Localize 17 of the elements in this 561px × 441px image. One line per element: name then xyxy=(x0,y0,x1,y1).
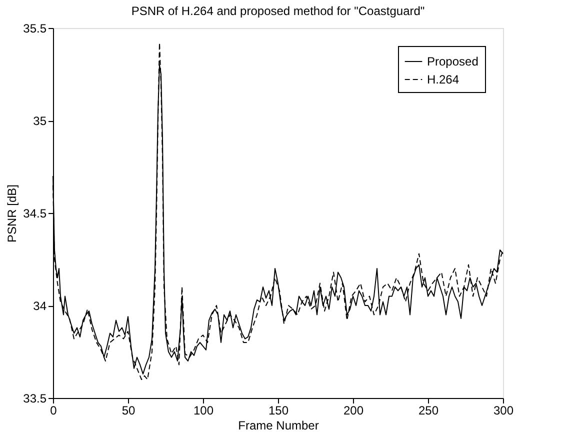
y-tick-label: 35.5 xyxy=(23,22,47,36)
x-tick-label: 100 xyxy=(193,404,214,418)
x-tick-label: 250 xyxy=(418,404,439,418)
legend-label: H.264 xyxy=(427,72,460,86)
x-tick-label: 200 xyxy=(343,404,364,418)
y-axis-title: PSNR [dB] xyxy=(5,184,20,243)
x-axis-title: Frame Number xyxy=(238,418,319,432)
chart-title: PSNR of H.264 and proposed method for "Coastguard" xyxy=(131,4,425,18)
y-tick-label: 33.5 xyxy=(23,392,47,406)
y-tick-label: 34.5 xyxy=(23,206,47,220)
x-tick-label: 300 xyxy=(493,404,514,418)
legend-label: Proposed xyxy=(427,54,478,68)
y-tick-label: 34 xyxy=(33,299,47,313)
y-tick-label: 35 xyxy=(33,114,47,128)
x-tick-label: 50 xyxy=(122,404,136,418)
x-tick-label: 0 xyxy=(50,404,58,418)
x-tick-label: 150 xyxy=(268,404,289,418)
